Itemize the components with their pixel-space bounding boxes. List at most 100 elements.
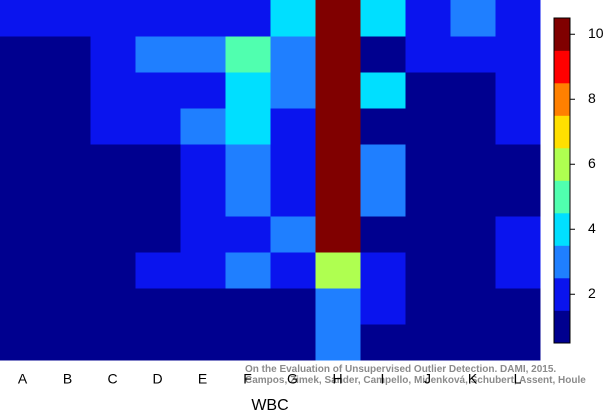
- heatmap-cell: [135, 36, 181, 73]
- heatmap-cell: [45, 144, 91, 181]
- heatmap-cell: [450, 180, 496, 217]
- heatmap-cell: [495, 144, 541, 181]
- heatmap-cell: [360, 72, 406, 109]
- heatmap-cell: [315, 144, 361, 181]
- colorbar-segment: [554, 180, 570, 214]
- colorbar-tick-label: 6: [588, 155, 596, 171]
- x-tick-label: A: [18, 371, 28, 387]
- colorbar-tick-label: 4: [588, 220, 596, 236]
- heatmap-cell: [405, 216, 451, 253]
- heatmap-cell: [495, 72, 541, 109]
- heatmap-cell: [405, 36, 451, 73]
- heatmap-cell: [405, 108, 451, 145]
- heatmap-cell: [360, 0, 406, 37]
- heatmap-cell: [90, 0, 136, 37]
- heatmap-cell: [0, 108, 46, 145]
- heatmap-cell: [45, 36, 91, 73]
- heatmap-cell: [180, 144, 226, 181]
- heatmap-cell: [225, 108, 271, 145]
- heatmap-cell: [45, 324, 91, 361]
- heatmap-cell: [270, 180, 316, 217]
- heatmap-cell: [315, 36, 361, 73]
- heatmap-cell: [45, 108, 91, 145]
- heatmap-cell: [180, 36, 226, 73]
- heatmap-cell: [405, 252, 451, 289]
- x-tick-label: K: [468, 371, 478, 387]
- heatmap-cell: [450, 72, 496, 109]
- heatmap-cell: [45, 216, 91, 253]
- heatmap-cell: [450, 108, 496, 145]
- heatmap-cell: [225, 72, 271, 109]
- colorbar-segment: [554, 115, 570, 149]
- heatmap-cell: [180, 252, 226, 289]
- heatmap-cell: [270, 0, 316, 37]
- heatmap-cell: [315, 324, 361, 361]
- heatmap-cell: [90, 180, 136, 217]
- heatmap-cell: [315, 180, 361, 217]
- heatmap-cell: [0, 72, 46, 109]
- heatmap-cell: [450, 288, 496, 325]
- heatmap-cell: [45, 180, 91, 217]
- heatmap-cell: [315, 252, 361, 289]
- colorbar-segment: [554, 50, 570, 84]
- heatmap-cell: [270, 144, 316, 181]
- heatmap-cell: [135, 216, 181, 253]
- x-tick-label: G: [287, 371, 298, 387]
- heatmap-cell: [90, 72, 136, 109]
- caption-line: Campos, Zimek, Sander, Campello, Micenko…: [245, 375, 586, 386]
- heatmap-cell: [405, 144, 451, 181]
- colorbar-tick-label: 10: [588, 25, 604, 41]
- heatmap-cell: [225, 288, 271, 325]
- x-tick-label: D: [152, 371, 162, 387]
- heatmap-cell: [135, 252, 181, 289]
- heatmap-cell: [0, 324, 46, 361]
- x-axis-label: WBC: [251, 397, 288, 413]
- heatmap-cell: [495, 0, 541, 37]
- heatmap-cell: [0, 144, 46, 181]
- heatmap-cell: [360, 216, 406, 253]
- heatmap-cell: [360, 180, 406, 217]
- heatmap-cell: [225, 216, 271, 253]
- heatmap-cell: [0, 216, 46, 253]
- heatmap-cell: [450, 252, 496, 289]
- heatmap-cell: [135, 180, 181, 217]
- heatmap-cell: [225, 324, 271, 361]
- heatmap-cell: [270, 72, 316, 109]
- heatmap-cell: [90, 216, 136, 253]
- heatmap-cell: [315, 72, 361, 109]
- heatmap-cell: [450, 0, 496, 37]
- heatmap-cell: [0, 36, 46, 73]
- heatmap-cell: [0, 288, 46, 325]
- heatmap-cell: [0, 0, 46, 37]
- heatmap-cell: [270, 108, 316, 145]
- colorbar-segment: [554, 245, 570, 279]
- x-tick-label: F: [243, 371, 252, 387]
- heatmap-cell: [180, 72, 226, 109]
- caption-line: On the Evaluation of Unsupervised Outlie…: [245, 364, 556, 375]
- heatmap-cell: [360, 108, 406, 145]
- x-tick-label: B: [63, 371, 72, 387]
- heatmap-cell: [180, 0, 226, 37]
- heatmap-cell: [495, 36, 541, 73]
- heatmap-cell: [495, 252, 541, 289]
- heatmap-cell: [405, 288, 451, 325]
- heatmap-cell: [405, 0, 451, 37]
- heatmap-cell: [180, 180, 226, 217]
- x-tick-label: J: [424, 371, 431, 387]
- heatmap-cell: [270, 216, 316, 253]
- heatmap-cell: [225, 144, 271, 181]
- heatmap-cell: [405, 72, 451, 109]
- heatmap-cell: [315, 108, 361, 145]
- heatmap-cell: [360, 144, 406, 181]
- heatmap-cell: [315, 0, 361, 37]
- heatmap-cell: [135, 288, 181, 325]
- heatmap-cell: [180, 216, 226, 253]
- heatmap-cell: [450, 324, 496, 361]
- heatmap-cell: [270, 288, 316, 325]
- heatmap-cell: [90, 108, 136, 145]
- heatmap-cell: [495, 180, 541, 217]
- x-tick-label: E: [198, 371, 207, 387]
- heatmap-cell: [45, 252, 91, 289]
- colorbar-tick-label: 2: [588, 285, 596, 301]
- heatmap-cell: [90, 144, 136, 181]
